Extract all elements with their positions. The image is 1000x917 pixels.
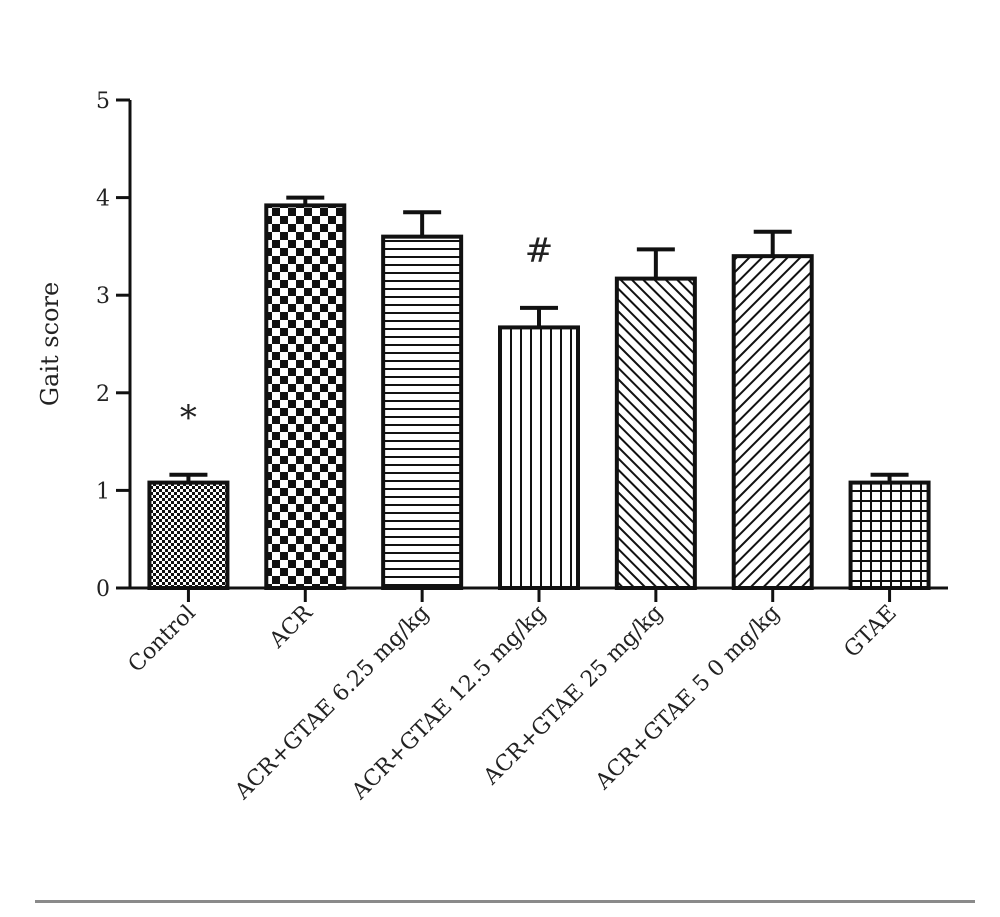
y-tick-label-0: 0 [96,577,110,602]
x-tick-label-5: ACR+GTAE 5 0 mg/kg [590,601,785,796]
bar-0 [147,480,230,591]
x-tick-label-0: Control [124,601,201,678]
x-tick-label-3: ACR+GTAE 12.5 mg/kg [347,601,552,806]
y-tick-label-5: 5 [96,89,110,114]
bar-5 [731,254,814,590]
y-tick-label-1: 1 [96,479,110,504]
significance-mark-0: * [180,398,197,438]
bar-2 [381,234,464,590]
x-tick-label-6: GTAE [840,601,902,663]
bar-1 [264,203,347,591]
bar-4 [614,276,697,590]
x-tick-label-2: ACR+GTAE 6.25 mg/kg [230,601,435,806]
footer-divider [35,900,975,903]
y-tick-label-2: 2 [96,382,110,407]
x-tick-label-1: ACR [264,600,318,654]
y-tick-label-3: 3 [96,284,110,309]
axes-layer [116,98,948,602]
bar-6 [848,480,931,591]
significance-mark-3: # [525,231,554,271]
bar-3 [498,325,580,590]
y-axis-title: Gait score [36,282,64,406]
y-tick-label-4: 4 [96,187,110,212]
